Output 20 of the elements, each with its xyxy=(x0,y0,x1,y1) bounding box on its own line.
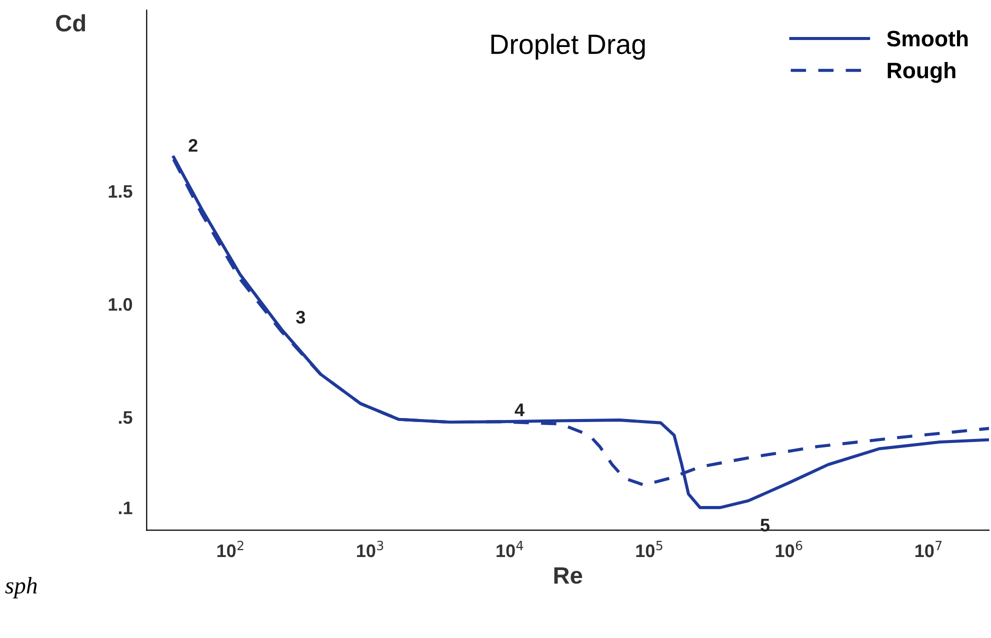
text: Droplet Drag xyxy=(491,34,645,60)
legend-label: Rough xyxy=(888,62,956,83)
x-tick-label: 10$^{5}$ xyxy=(636,540,662,558)
annotation: 4 xyxy=(514,404,524,416)
y-tick-label: .1 xyxy=(118,502,132,514)
x-tick-label: 10$^{7}$ xyxy=(915,540,942,558)
annotation: 2 xyxy=(188,138,198,152)
y-axis-title: Cd xyxy=(56,14,86,32)
y-tick-label: 1.5 xyxy=(108,185,132,198)
x-axis-title: Re xyxy=(554,567,582,584)
x-tick-label: 10$^{6}$ xyxy=(776,540,802,558)
x-tick-label: 10$^{4}$ xyxy=(496,540,524,558)
y-tick-label: .5 xyxy=(118,411,132,424)
x-tick-label: 10$^{2}$ xyxy=(217,540,244,558)
annotation: 5 xyxy=(760,518,770,532)
y-tick-label: 1.0 xyxy=(108,298,132,311)
annotation: 3 xyxy=(296,310,306,324)
text: sph xyxy=(5,576,37,598)
x-tick-label: 10$^{3}$ xyxy=(357,540,384,558)
legend-label: Smooth xyxy=(886,30,968,47)
